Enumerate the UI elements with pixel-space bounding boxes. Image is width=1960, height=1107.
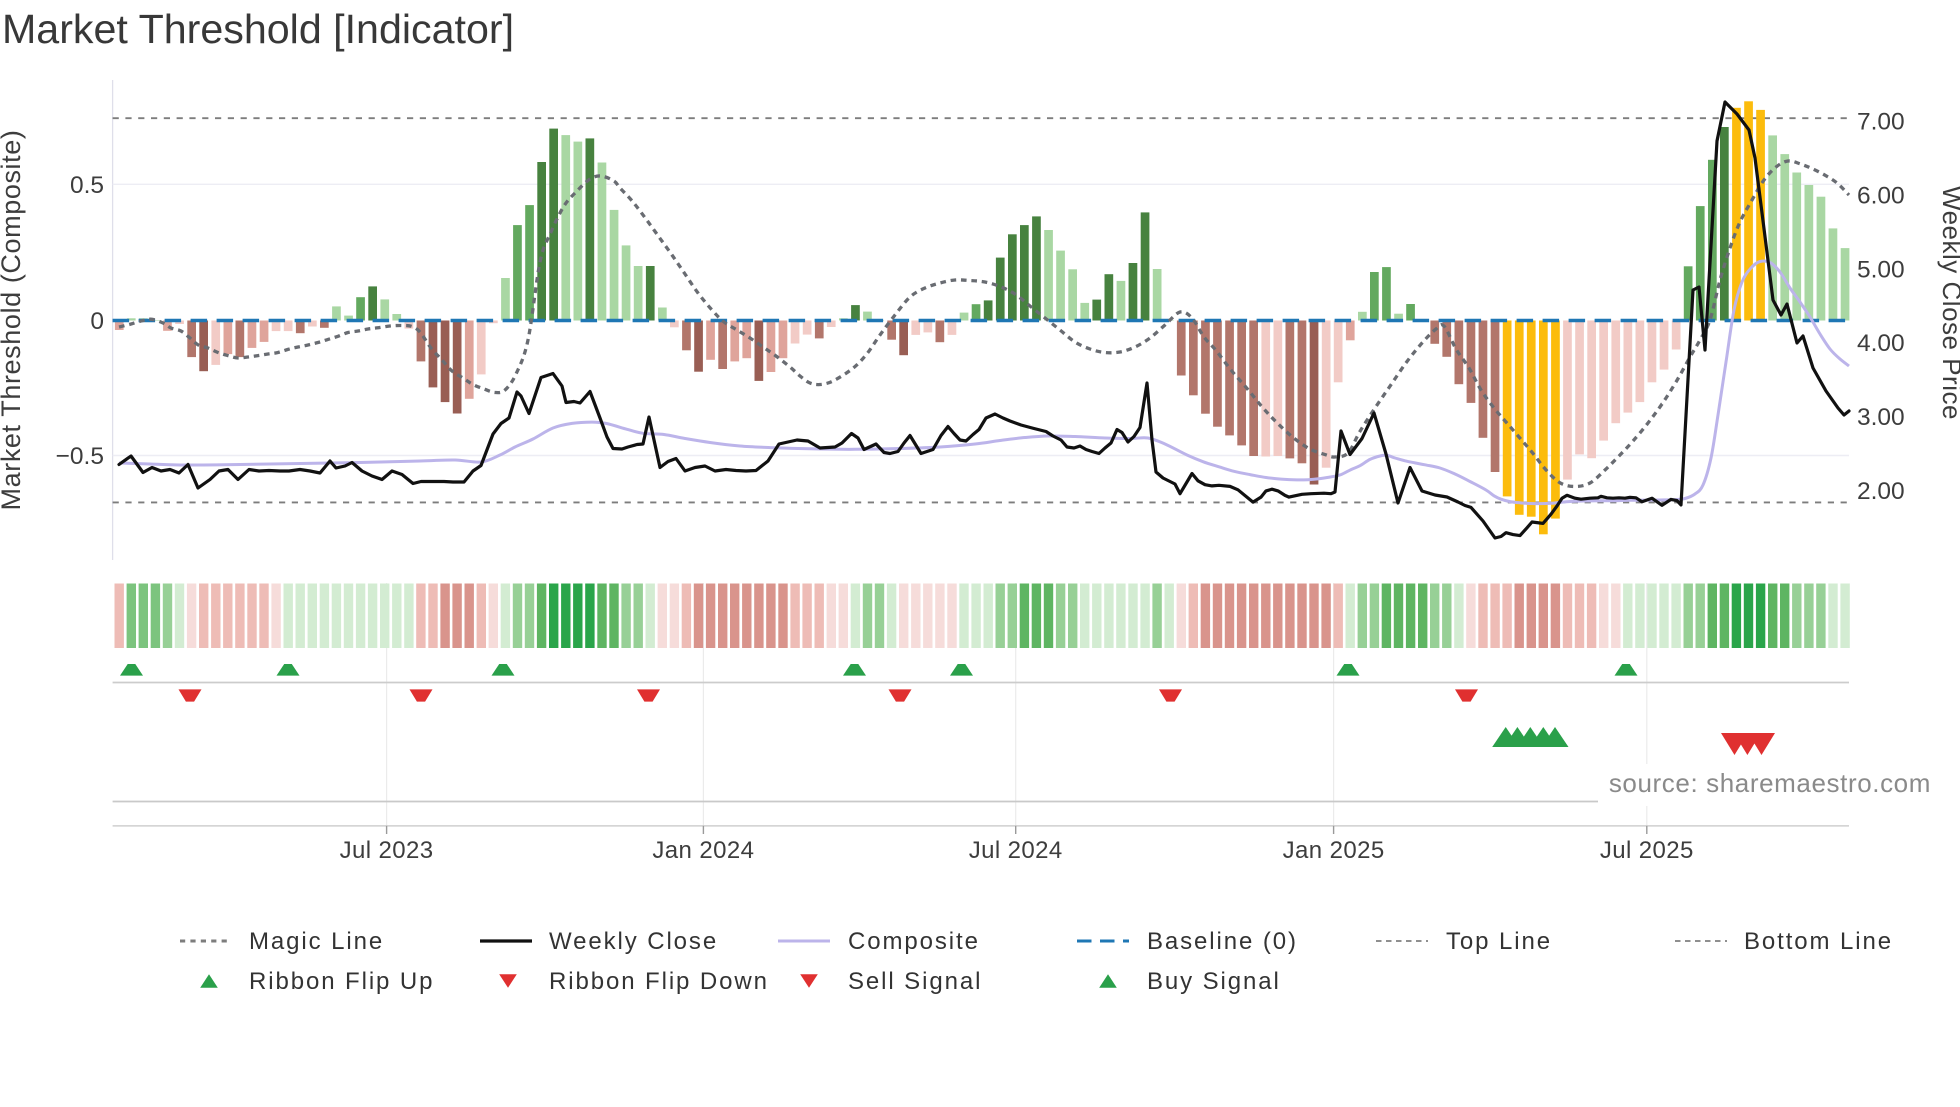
svg-text:Composite: Composite xyxy=(848,928,980,955)
svg-text:5.00: 5.00 xyxy=(1857,256,1905,283)
svg-text:Bottom Line: Bottom Line xyxy=(1744,928,1893,955)
svg-text:Jul 2025: Jul 2025 xyxy=(1600,837,1694,864)
svg-text:Market Threshold [Indicator]: Market Threshold [Indicator] xyxy=(2,6,514,52)
svg-text:Weekly Close Price: Weekly Close Price xyxy=(1937,186,1960,420)
svg-text:Magic Line: Magic Line xyxy=(249,928,384,955)
svg-text:0.5: 0.5 xyxy=(70,172,104,199)
svg-text:Ribbon Flip Down: Ribbon Flip Down xyxy=(549,968,769,995)
svg-text:2.00: 2.00 xyxy=(1857,478,1905,505)
svg-text:Jan 2025: Jan 2025 xyxy=(1283,837,1385,864)
svg-text:Top Line: Top Line xyxy=(1446,928,1552,955)
svg-text:3.00: 3.00 xyxy=(1857,404,1905,431)
svg-text:Buy Signal: Buy Signal xyxy=(1147,968,1281,995)
svg-text:Jan 2024: Jan 2024 xyxy=(652,837,754,864)
svg-text:−0.5: −0.5 xyxy=(56,443,104,470)
svg-text:6.00: 6.00 xyxy=(1857,182,1905,209)
svg-text:source: sharemaestro.com: source: sharemaestro.com xyxy=(1609,768,1931,798)
svg-text:Weekly Close: Weekly Close xyxy=(549,928,718,955)
svg-text:Sell Signal: Sell Signal xyxy=(848,968,982,995)
svg-text:Jul 2024: Jul 2024 xyxy=(969,837,1063,864)
svg-text:4.00: 4.00 xyxy=(1857,330,1905,357)
svg-text:Baseline (0): Baseline (0) xyxy=(1147,928,1298,955)
svg-text:Market Threshold (Composite): Market Threshold (Composite) xyxy=(0,130,26,511)
svg-text:0: 0 xyxy=(90,308,104,335)
svg-text:Ribbon Flip Up: Ribbon Flip Up xyxy=(249,968,434,995)
svg-text:Jul 2023: Jul 2023 xyxy=(340,837,434,864)
svg-text:7.00: 7.00 xyxy=(1857,108,1905,135)
